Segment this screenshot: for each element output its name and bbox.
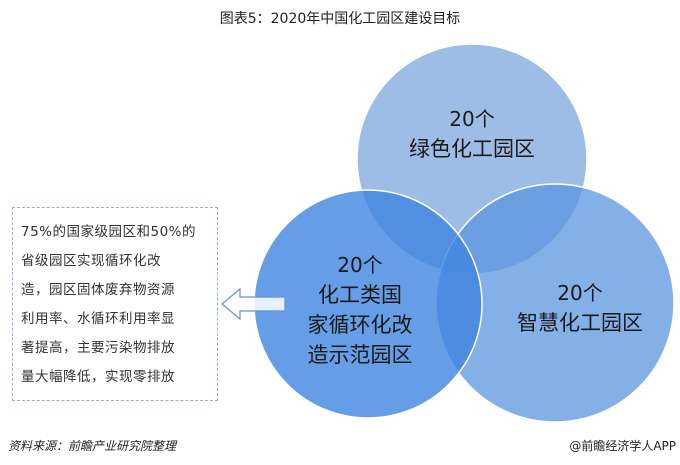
name: 绿色化工园区 <box>409 137 535 161</box>
name-line: 化工类国 <box>318 283 402 307</box>
note-line: 利用率、水循环利用率显 <box>21 311 175 327</box>
label-green: 20个 绿色化工园区 <box>372 104 572 164</box>
figure-title: 图表5：2020年中国化工园区建设目标 <box>219 11 461 27</box>
name: 智慧化工园区 <box>517 311 643 335</box>
brand-credit: @前瞻经济学人APP <box>569 439 676 453</box>
name-line: 家循环化改 <box>307 313 413 337</box>
note-line: 著提高，主要污染物排放 <box>21 340 175 356</box>
name-line: 造示范园区 <box>307 343 413 367</box>
count: 20个 <box>449 107 495 131</box>
note-line: 省级园区实现循环化改 <box>21 253 161 269</box>
arrow-left <box>221 287 286 321</box>
source-note: 资料来源：前瞻产业研究院整理 <box>8 439 177 453</box>
count: 20个 <box>337 253 383 277</box>
note-line: 75%的国家级园区和50%的 <box>21 224 197 240</box>
note-line: 量大幅降低，实现零排放 <box>21 369 175 385</box>
note-line: 造，园区固体废弃物资源 <box>21 282 175 298</box>
label-smart: 20个 智慧化工园区 <box>480 278 680 338</box>
note-box: 75%的国家级园区和50%的 省级园区实现循环化改 造，园区固体废弃物资源 利用… <box>12 207 218 401</box>
label-circular: 20个 化工类国 家循环化改 造示范园区 <box>270 250 450 370</box>
count: 20个 <box>557 281 603 305</box>
